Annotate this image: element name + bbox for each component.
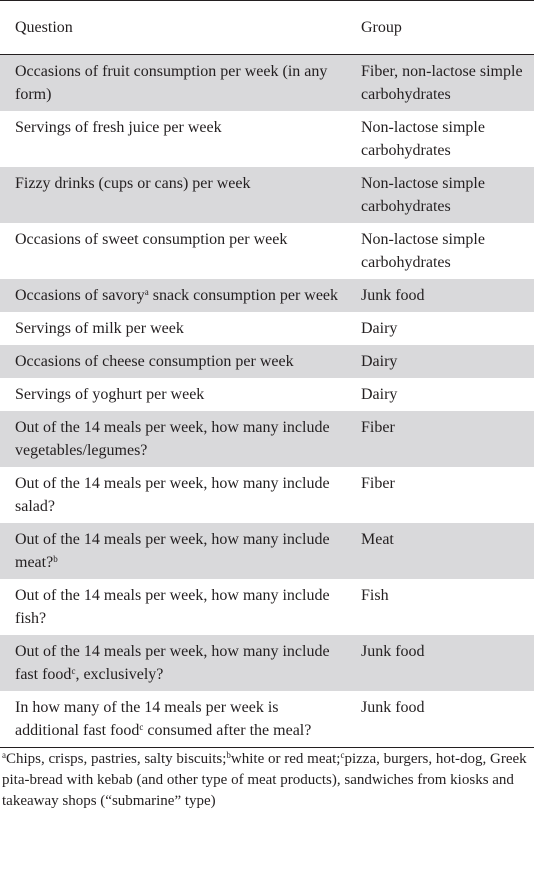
table-row: Fizzy drinks (cups or cans) per week Non…: [0, 167, 534, 223]
food-frequency-table-container: Question Group Occasions of fruit consum…: [0, 0, 534, 812]
group-cell: Fish: [361, 587, 389, 604]
group-cell: Meat: [346, 523, 534, 579]
food-frequency-table: Question Group Occasions of fruit consum…: [0, 0, 534, 748]
question-cell: Out of the 14 meals per week, how many i…: [0, 411, 346, 467]
question-text: Out of the 14 meals per week, how many i…: [15, 531, 330, 571]
group-cell: Dairy: [346, 345, 534, 378]
question-text-cont: consumed after the meal?: [143, 722, 312, 739]
table-row: Out of the 14 meals per week, how many i…: [0, 411, 534, 467]
question-cell: Out of the 14 meals per week, how many i…: [0, 523, 346, 579]
table-row: Occasions of cheese consumption per week…: [0, 345, 534, 378]
group-cell: Non-lactose simple carbohydrates: [346, 167, 534, 223]
question-cell: Occasions of fruit consumption per week …: [0, 54, 346, 111]
group-cell: Non-lactose simple carbohydrates: [361, 119, 485, 159]
table-row: Occasions of savorya snack consumption p…: [0, 279, 534, 312]
question-text: Out of the 14 meals per week, how many i…: [15, 643, 330, 683]
question-text: Occasions of savory: [15, 287, 145, 304]
group-cell: Junk food: [346, 635, 534, 691]
table-row: In how many of the 14 meals per week is …: [0, 691, 534, 748]
question-cell: Out of the 14 meals per week, how many i…: [15, 587, 330, 627]
footnote-marker: b: [53, 554, 58, 564]
question-text-cont: snack consumption per week: [148, 287, 339, 304]
footnote-marker-a: a: [2, 750, 6, 760]
group-cell: Dairy: [361, 320, 398, 337]
question-cell: Out of the 14 meals per week, how many i…: [0, 635, 346, 691]
table-row: Out of the 14 meals per week, how many i…: [0, 579, 534, 635]
question-cell: Servings of fresh juice per week: [15, 119, 222, 136]
question-cell: Occasions of cheese consumption per week: [0, 345, 346, 378]
table-row: Out of the 14 meals per week, how many i…: [0, 523, 534, 579]
footnote-a-text: Chips, crisps, pastries, salty biscuits;: [6, 751, 227, 767]
table-row: Out of the 14 meals per week, how many i…: [0, 467, 534, 523]
footnote-marker: c: [71, 666, 76, 676]
table-row: Occasions of sweet consumption per week …: [0, 223, 534, 279]
question-text-cont: , exclusively?: [75, 666, 164, 683]
footnote-marker-b: b: [226, 750, 231, 760]
footnote-marker: a: [144, 287, 149, 297]
table-row: Servings of milk per week Dairy: [0, 312, 534, 345]
question-cell: Servings of milk per week: [15, 320, 184, 337]
table-body: Occasions of fruit consumption per week …: [0, 54, 534, 748]
header-row: Question Group: [0, 0, 534, 55]
table-footnotes: aChips, crisps, pastries, salty biscuits…: [0, 748, 534, 812]
group-cell: Junk food: [346, 279, 534, 312]
question-text: In how many of the 14 meals per week is …: [15, 699, 279, 739]
table-row: Servings of fresh juice per week Non-lac…: [0, 111, 534, 167]
group-cell: Non-lactose simple carbohydrates: [361, 231, 485, 271]
footnote-marker: c: [139, 722, 144, 732]
header-question: Question: [0, 0, 346, 55]
question-cell: Occasions of savorya snack consumption p…: [0, 279, 346, 312]
group-cell: Fiber, non-lactose simple carbohydrates: [346, 54, 534, 111]
footnote-marker-c: c: [340, 750, 345, 760]
group-cell: Fiber: [346, 411, 534, 467]
footnote-c-text: pizza, burgers, hot-dog, Greek pita-brea…: [2, 751, 527, 809]
table-header: Question Group: [0, 0, 534, 55]
question-cell: Out of the 14 meals per week, how many i…: [15, 475, 330, 515]
header-group: Group: [346, 0, 534, 55]
question-cell: Fizzy drinks (cups or cans) per week: [0, 167, 346, 223]
question-cell: Servings of yoghurt per week: [15, 386, 205, 403]
group-cell: Dairy: [361, 386, 398, 403]
group-cell: Fiber: [361, 475, 395, 492]
question-cell: In how many of the 14 meals per week is …: [0, 691, 346, 748]
table-row: Servings of yoghurt per week Dairy: [0, 378, 534, 411]
footnote-b-text: white or red meat;: [230, 751, 341, 767]
table-row: Occasions of fruit consumption per week …: [0, 54, 534, 111]
group-cell: Junk food: [346, 691, 534, 748]
question-cell: Occasions of sweet consumption per week: [15, 231, 288, 248]
table-row: Out of the 14 meals per week, how many i…: [0, 635, 534, 691]
